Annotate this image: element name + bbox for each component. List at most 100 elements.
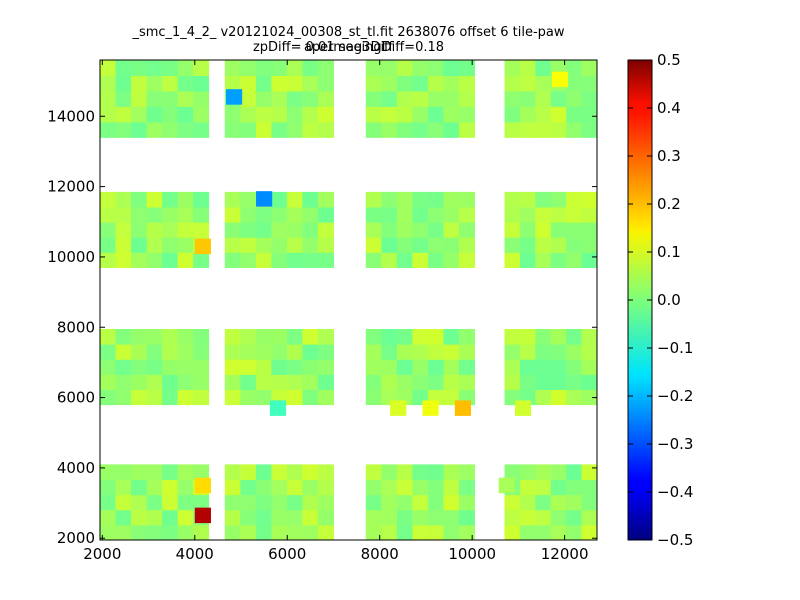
heatmap-cell <box>255 509 272 526</box>
heatmap-cell <box>224 329 241 345</box>
heatmap-cell <box>240 524 257 541</box>
heatmap-cell <box>115 106 132 123</box>
heatmap-cell <box>193 252 210 268</box>
heatmap-cell <box>535 237 552 253</box>
heatmap-cell <box>550 389 567 406</box>
heatmap-cell <box>458 374 475 390</box>
heatmap-cell <box>458 359 475 375</box>
heatmap-cell <box>177 329 194 345</box>
colorbar-tick-label: 0.3 <box>657 147 681 165</box>
heatmap-cell <box>162 329 179 345</box>
plot-frame <box>99 59 598 541</box>
heatmap-cell <box>255 359 272 375</box>
heatmap-cell <box>255 479 272 496</box>
heatmap-cell <box>581 60 598 76</box>
heatmap-cell <box>427 374 444 390</box>
heatmap-cell <box>519 359 536 375</box>
heatmap-cell <box>412 524 429 541</box>
heatmap-cell <box>317 509 334 526</box>
heatmap-cell <box>504 90 521 107</box>
heatmap-cell <box>255 60 272 76</box>
heatmap-cell <box>317 344 334 360</box>
heatmap-cell <box>317 121 334 138</box>
heatmap-cell <box>381 344 398 360</box>
heatmap-cell <box>286 524 303 541</box>
colorbar-tick-label: −0.3 <box>657 435 693 453</box>
heatmap-cell <box>427 60 444 76</box>
heatmap-cell <box>458 90 475 107</box>
heatmap-cell <box>504 121 521 138</box>
heatmap-cell <box>535 524 552 541</box>
heatmap-cell <box>458 237 475 253</box>
heatmap-cell <box>458 464 475 481</box>
heatmap-cell <box>566 464 583 481</box>
heatmap-cell <box>550 191 567 208</box>
heatmap-cell <box>381 359 398 375</box>
y-tick-label: 8000 <box>57 318 95 336</box>
heatmap-cell <box>412 106 429 123</box>
heatmap-cell <box>162 509 179 526</box>
heatmap-cell <box>302 191 319 208</box>
heatmap-cell <box>162 90 179 107</box>
heatmap-cell <box>550 252 567 268</box>
heatmap-cell <box>224 206 241 223</box>
heatmap-cell <box>535 374 552 390</box>
heatmap-cell <box>162 389 179 406</box>
heatmap-cell <box>162 106 179 123</box>
heatmap-cell <box>504 344 521 360</box>
heatmap-cell <box>240 237 257 253</box>
x-tick-label: 8000 <box>361 545 399 563</box>
heatmap-cell <box>458 509 475 526</box>
heatmap-cell <box>115 479 132 496</box>
heatmap-cell <box>302 106 319 123</box>
heatmap-cell <box>131 329 148 345</box>
heatmap-cell <box>443 252 460 268</box>
heatmap-cell <box>427 524 444 541</box>
heatmap-cell <box>365 106 382 123</box>
heatmap-cell <box>193 494 210 511</box>
heatmap-cell <box>146 359 163 375</box>
heatmap-cell <box>240 329 257 345</box>
y-tick-label: 14000 <box>47 107 95 125</box>
heatmap-cell <box>193 329 210 345</box>
heatmap-cell <box>146 374 163 390</box>
heatmap-cell <box>100 237 117 253</box>
heatmap-cell <box>271 344 288 360</box>
heatmap-cell <box>100 252 117 268</box>
heatmap-cell <box>443 509 460 526</box>
heatmap-cell <box>131 344 148 360</box>
heatmap-cell <box>162 344 179 360</box>
heatmap-cell <box>381 374 398 390</box>
heatmap-cell <box>224 106 241 123</box>
heatmap-cell <box>240 191 257 208</box>
heatmap-cell <box>550 359 567 375</box>
heatmap-cell <box>550 237 567 253</box>
heatmap-cell <box>365 389 382 406</box>
heatmap-cell <box>566 106 583 123</box>
heatmap-cell <box>396 90 413 107</box>
heatmap-cell <box>550 344 567 360</box>
heatmap-cell <box>519 479 536 496</box>
colorbar-tick-label: 0.0 <box>657 291 681 309</box>
heatmap-cell <box>177 106 194 123</box>
heatmap-cell <box>427 464 444 481</box>
heatmap-cell <box>535 222 552 238</box>
heatmap-cell <box>255 90 272 107</box>
heatmap-cell <box>177 389 194 406</box>
heatmap-cell <box>302 374 319 390</box>
heatmap-cell <box>427 90 444 107</box>
heatmap-cell <box>177 509 194 526</box>
heatmap-cell <box>581 464 598 481</box>
heatmap-cell <box>504 237 521 253</box>
heatmap-cell <box>271 237 288 253</box>
heatmap-cell <box>535 494 552 511</box>
heatmap-cell <box>365 524 382 541</box>
heatmap-cell <box>458 344 475 360</box>
heatmap-cell <box>162 191 179 208</box>
heatmap-cell <box>224 464 241 481</box>
heatmap-cell <box>535 464 552 481</box>
heatmap-cell <box>581 389 598 406</box>
heatmap-cell <box>286 206 303 223</box>
heatmap-cells <box>100 60 598 541</box>
heatmap-cell <box>519 237 536 253</box>
